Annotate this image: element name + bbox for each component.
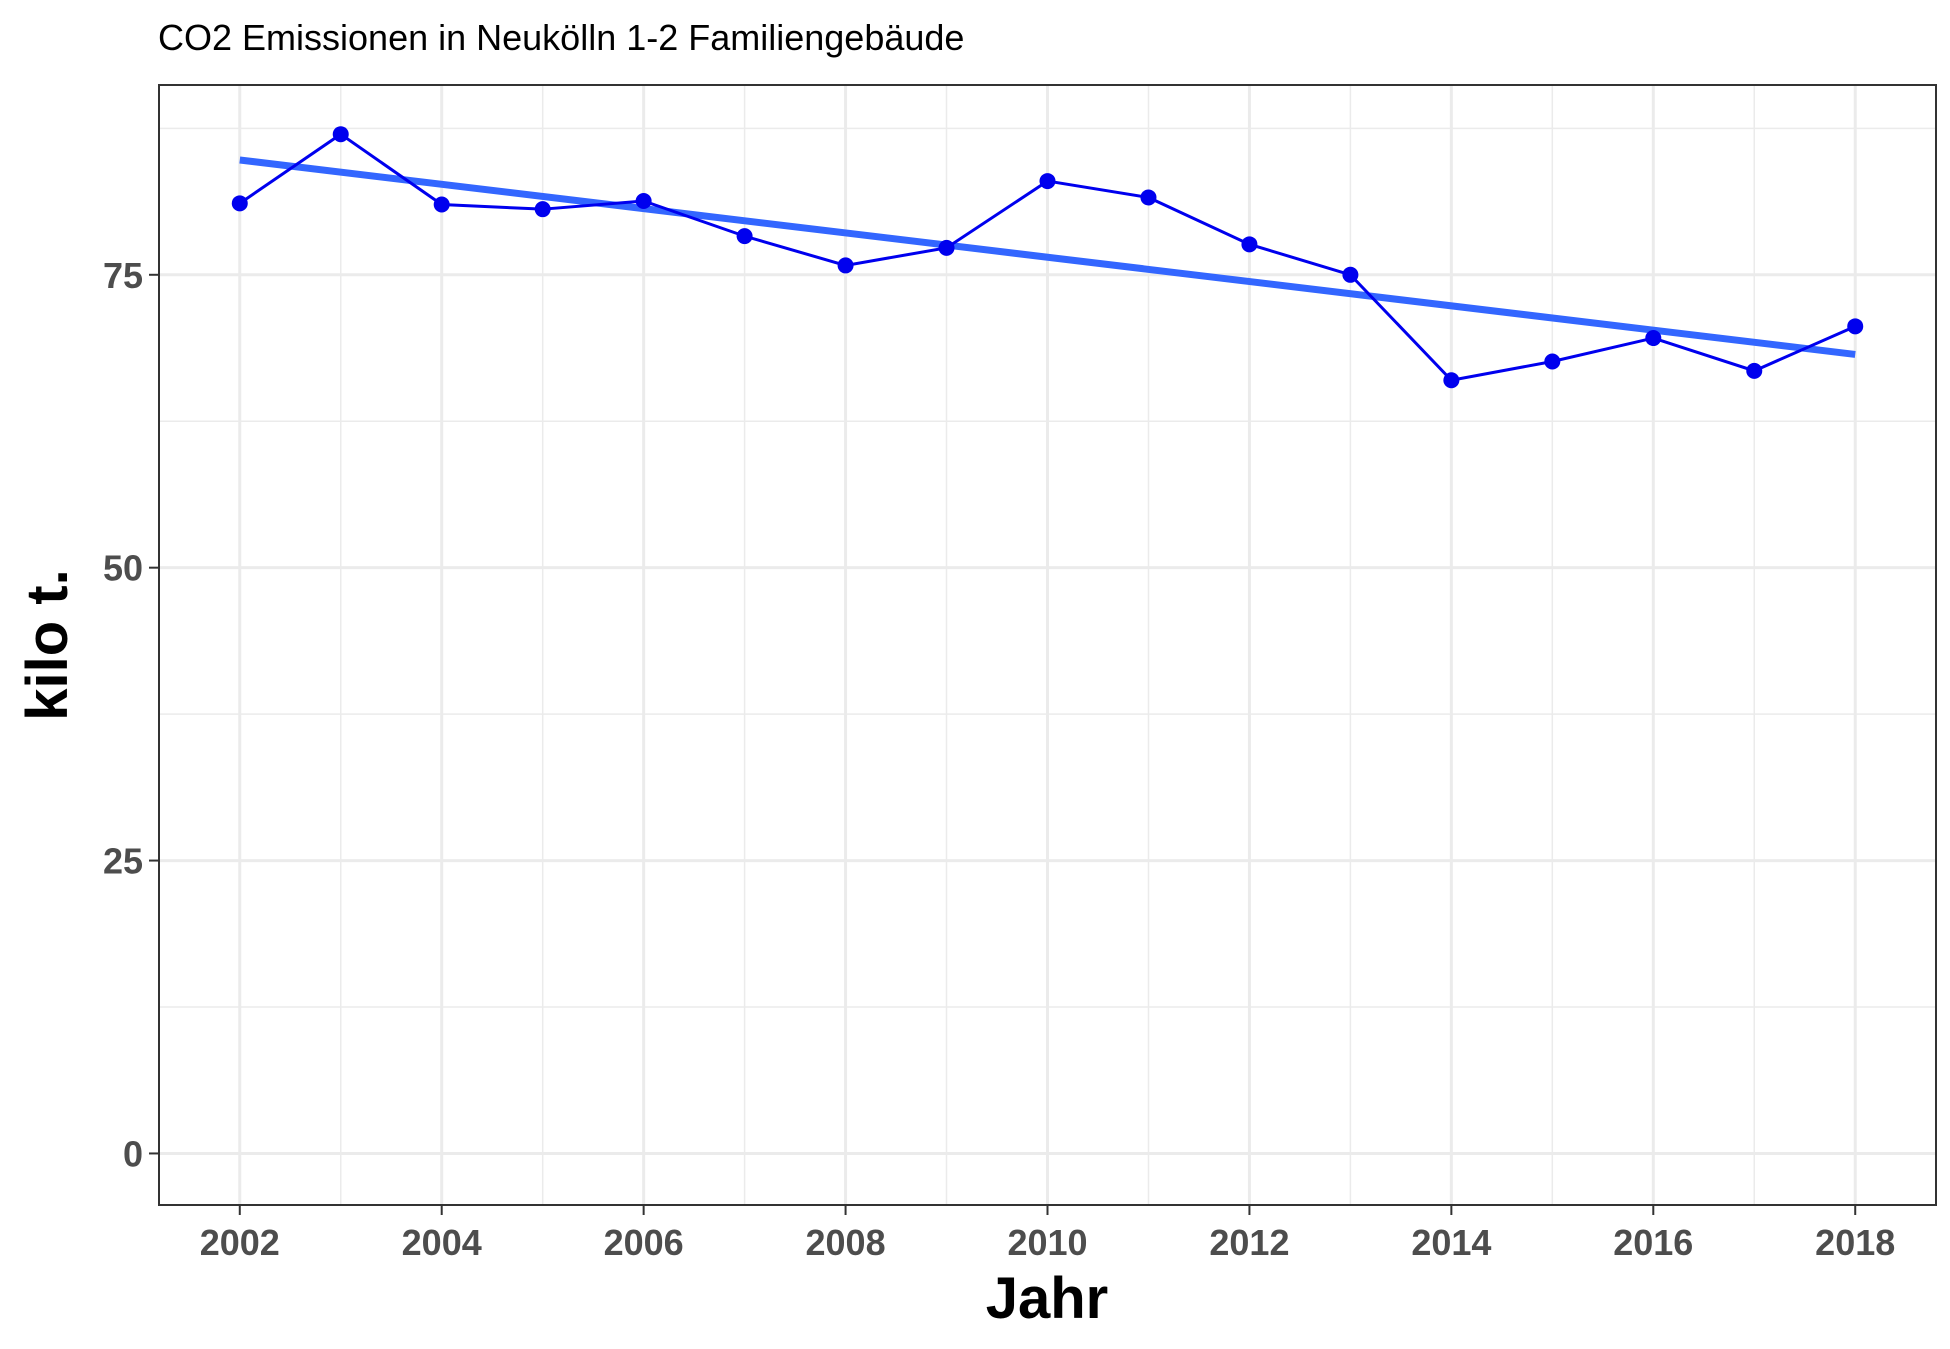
series-layer	[231, 126, 1864, 389]
x-tick-label: 2014	[1411, 1222, 1491, 1263]
chart-title: CO2 Emissionen in Neukölln 1-2 Familieng…	[158, 17, 964, 58]
data-point	[1140, 189, 1157, 206]
data-point	[1241, 236, 1258, 253]
trend-line	[239, 156, 1856, 358]
x-axis: 2002 2004 2006 2008 2010 2012 2014 2016 2018	[200, 1205, 1895, 1263]
x-tick-label: 2012	[1209, 1222, 1289, 1263]
data-point	[1645, 330, 1662, 347]
y-axis: 0 25 50 75	[103, 255, 159, 1174]
data-point	[1746, 362, 1763, 379]
y-tick-label: 25	[103, 841, 143, 882]
data-point	[534, 201, 551, 218]
trend-layer	[239, 156, 1856, 358]
x-axis-title: Jahr	[986, 1266, 1109, 1331]
data-point	[231, 195, 248, 212]
y-tick-label: 50	[103, 548, 143, 589]
x-tick-label: 2006	[604, 1222, 684, 1263]
x-tick-label: 2016	[1613, 1222, 1693, 1263]
data-point	[1544, 353, 1561, 370]
x-tick-label: 2018	[1815, 1222, 1895, 1263]
y-tick-label: 0	[123, 1133, 143, 1174]
data-point	[1342, 266, 1359, 283]
x-tick-label: 2004	[402, 1222, 482, 1263]
data-point	[837, 257, 854, 274]
data-point	[433, 196, 450, 213]
x-tick-label: 2010	[1007, 1222, 1087, 1263]
x-tick-label: 2002	[200, 1222, 280, 1263]
data-point	[736, 228, 753, 245]
data-point	[1443, 372, 1460, 389]
x-tick-label: 2008	[806, 1222, 886, 1263]
y-axis-title: kilo t.	[15, 569, 80, 720]
data-point	[635, 192, 652, 209]
y-tick-label: 75	[103, 255, 143, 296]
data-point	[1039, 173, 1056, 190]
data-point	[938, 239, 955, 256]
data-point	[1847, 318, 1864, 335]
data-point	[332, 126, 349, 143]
